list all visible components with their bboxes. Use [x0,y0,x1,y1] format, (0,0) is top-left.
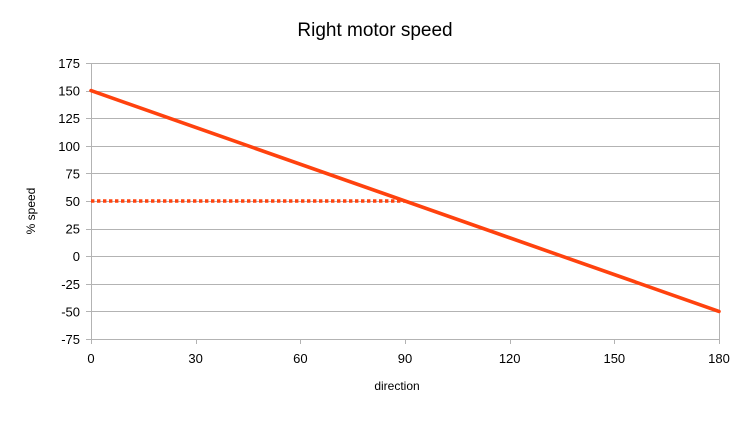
y-axis-ticks: 175 150 125 100 75 50 25 0 -25 -50 -75 [58,56,91,347]
y-tick-label: 50 [66,194,80,209]
chart-title: Right motor speed [297,20,452,41]
x-tick-label: 60 [293,351,307,366]
y-axis-title: % speed [24,188,38,235]
x-tick-label: 30 [188,351,202,366]
y-tick-label: 125 [58,111,80,126]
x-tick-label: 120 [499,351,521,366]
y-tick-label: 0 [73,249,80,264]
series-lines [89,88,721,314]
x-axis-title: direction [374,379,419,393]
y-tick-label: -50 [61,304,80,319]
y-tick-label: 75 [66,166,80,181]
y-tick-label: -75 [61,332,80,347]
y-tick-label: 175 [58,56,80,71]
y-tick-label: -25 [61,277,80,292]
x-axis-ticks: 0 30 60 90 120 150 180 [87,339,730,366]
y-tick-label: 100 [58,139,80,154]
plot-frame [91,63,720,344]
x-tick-label: 90 [398,351,412,366]
x-tick-label: 0 [87,351,94,366]
x-tick-label: 150 [603,351,625,366]
y-tick-label: 150 [58,84,80,99]
y-tick-label: 25 [66,222,80,237]
x-tick-label: 180 [708,351,730,366]
